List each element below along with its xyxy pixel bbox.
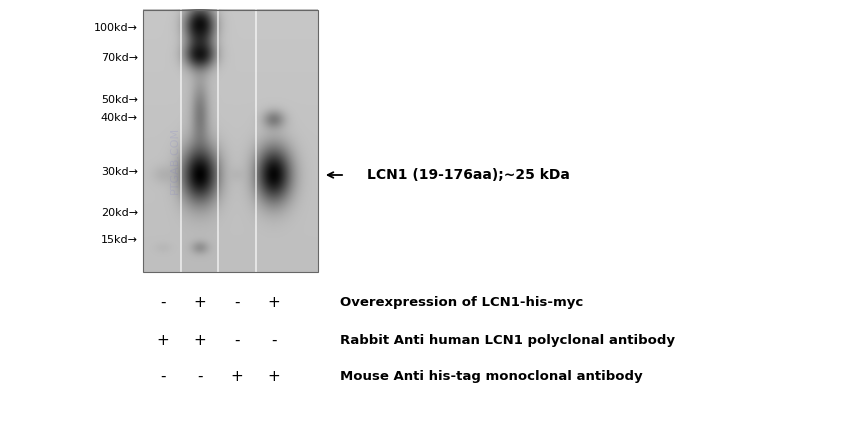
- Text: Mouse Anti his-tag monoclonal antibody: Mouse Anti his-tag monoclonal antibody: [340, 369, 642, 382]
- Text: 20kd→: 20kd→: [101, 208, 138, 218]
- Text: -: -: [235, 294, 240, 309]
- Text: 100kd→: 100kd→: [94, 23, 138, 33]
- Bar: [143, 10, 318, 272]
- Text: +: +: [193, 294, 207, 309]
- Text: 40kd→: 40kd→: [101, 113, 138, 123]
- Text: PTGAB.COM: PTGAB.COM: [170, 127, 180, 194]
- Text: +: +: [230, 369, 243, 384]
- Text: 50kd→: 50kd→: [101, 95, 138, 105]
- Text: 30kd→: 30kd→: [101, 167, 138, 177]
- Text: +: +: [268, 294, 280, 309]
- Text: +: +: [193, 333, 207, 348]
- Text: LCN1 (19-176aa);∼25 kDa: LCN1 (19-176aa);∼25 kDa: [367, 168, 570, 182]
- Text: -: -: [160, 294, 165, 309]
- Text: -: -: [160, 369, 165, 384]
- Text: -: -: [235, 333, 240, 348]
- Text: Rabbit Anti human LCN1 polyclonal antibody: Rabbit Anti human LCN1 polyclonal antibo…: [340, 333, 675, 346]
- Text: +: +: [268, 369, 280, 384]
- Text: -: -: [271, 333, 277, 348]
- Text: 70kd→: 70kd→: [101, 53, 138, 63]
- Text: +: +: [157, 333, 170, 348]
- Text: 15kd→: 15kd→: [101, 235, 138, 245]
- Text: -: -: [197, 369, 203, 384]
- Text: Overexpression of LCN1-his-myc: Overexpression of LCN1-his-myc: [340, 296, 583, 309]
